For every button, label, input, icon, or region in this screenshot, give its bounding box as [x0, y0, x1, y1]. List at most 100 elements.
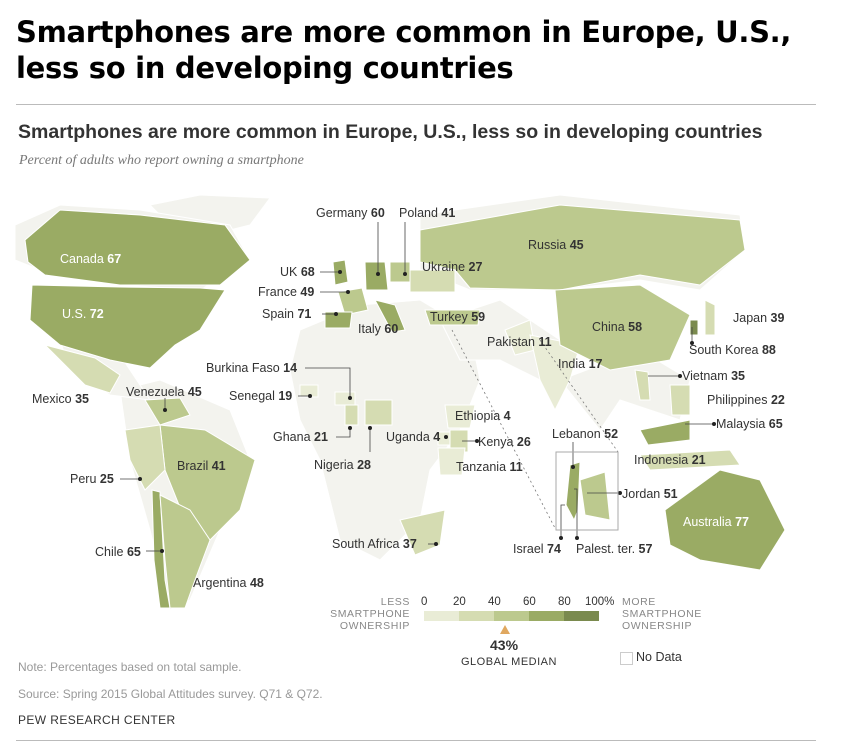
country-name: Germany — [316, 206, 371, 220]
legend-swatch-40-60 — [494, 611, 529, 621]
country-russia — [419, 204, 746, 291]
country-name: Kenya — [478, 435, 517, 449]
label-u-s: U.S. 72 — [62, 307, 104, 321]
label-palest-ter: Palest. ter. 57 — [576, 542, 652, 556]
label-senegal: Senegal 19 — [229, 389, 292, 403]
country-value: 28 — [357, 458, 371, 472]
label-france: France 49 — [258, 285, 314, 299]
country-name: India — [558, 357, 589, 371]
label-italy: Italy 60 — [358, 322, 398, 336]
leader-dot — [712, 422, 716, 426]
country-name: Senegal — [229, 389, 279, 403]
country-value: 59 — [471, 310, 486, 324]
label-venezuela: Venezuela 45 — [126, 385, 202, 399]
country-value: 68 — [300, 265, 315, 279]
country-germany — [364, 261, 389, 291]
label-indonesia: Indonesia 21 — [634, 453, 706, 467]
label-nigeria: Nigeria 28 — [314, 458, 371, 472]
country-name: Uganda — [386, 430, 434, 444]
leader-dot — [348, 426, 352, 430]
country-value: 17 — [588, 357, 603, 371]
country-value: 21 — [314, 430, 328, 444]
country-value: 26 — [516, 435, 531, 449]
country-value: 57 — [638, 542, 653, 556]
leader-line — [305, 367, 351, 398]
source: Source: Spring 2015 Global Attitudes sur… — [18, 687, 323, 701]
label-mexico: Mexico 35 — [32, 392, 89, 406]
country-name: Mexico — [32, 392, 76, 406]
country-south-korea — [689, 319, 699, 336]
country-value: 35 — [75, 392, 89, 406]
label-philippines: Philippines 22 — [707, 393, 785, 407]
country-value: 41 — [441, 206, 456, 220]
country-name: Jordan — [622, 487, 664, 501]
country-philippines — [669, 384, 691, 416]
country-value: 60 — [384, 322, 399, 336]
country-name: Turkey — [430, 310, 472, 324]
leader-dot — [138, 477, 142, 481]
legend-more-label: MORE SMARTPHONE OWNERSHIP — [622, 596, 702, 632]
leader-dot — [571, 465, 575, 469]
label-russia: Russia 45 — [528, 238, 584, 252]
country-value: 39 — [770, 311, 785, 325]
country-ghana — [344, 404, 359, 426]
leader-line — [336, 428, 351, 438]
legend-tick: 80 — [558, 596, 571, 608]
country-value: 71 — [297, 307, 312, 321]
label-china: China 58 — [592, 320, 642, 334]
no-data-label: No Data — [636, 650, 682, 664]
country-name: Malaysia — [716, 417, 769, 431]
country-canada — [24, 209, 251, 286]
country-value: 25 — [99, 472, 114, 486]
label-argentina: Argentina 48 — [193, 576, 264, 590]
label-poland: Poland 41 — [399, 206, 455, 220]
country-value: 21 — [691, 453, 706, 467]
leader-dot — [308, 394, 312, 398]
leader-dot — [434, 542, 438, 546]
label-japan: Japan 39 — [733, 311, 784, 325]
inset-jordan — [579, 471, 611, 521]
country-name: China — [592, 320, 629, 334]
leader-dot — [475, 439, 479, 443]
country-value: 72 — [89, 307, 104, 321]
label-south-korea: South Korea 88 — [689, 343, 776, 357]
legend-tick: 0 — [421, 596, 428, 608]
country-value: 58 — [628, 320, 643, 334]
country-name: Pakistan — [487, 335, 539, 349]
country-value: 37 — [402, 537, 417, 551]
country-ethiopia — [444, 404, 476, 429]
country-name: Lebanon — [552, 427, 605, 441]
country-name: Vietnam — [682, 369, 732, 383]
country-value: 11 — [538, 335, 552, 349]
page-title: Smartphones are more common in Europe, U… — [16, 15, 792, 85]
median-value: 43% — [490, 637, 519, 653]
label-uganda: Uganda 4 — [386, 430, 440, 444]
leader-dot — [368, 426, 372, 430]
label-ethiopia: Ethiopia 4 — [455, 409, 511, 423]
country-nigeria — [364, 399, 393, 426]
leader-dot — [559, 536, 563, 540]
country-name: Chile — [95, 545, 127, 559]
leader-dot — [160, 549, 164, 553]
country-name: Italy — [358, 322, 385, 336]
leader-line — [560, 504, 565, 538]
country-value: 22 — [770, 393, 785, 407]
label-jordan: Jordan 51 — [622, 487, 678, 501]
country-argentina — [159, 494, 211, 609]
country-value: 19 — [278, 389, 293, 403]
country-value: 4 — [503, 409, 511, 423]
country-value: 77 — [735, 515, 750, 529]
country-peru — [124, 424, 166, 491]
label-lebanon: Lebanon 52 — [552, 427, 618, 441]
divider — [16, 104, 816, 105]
country-value: 88 — [761, 343, 776, 357]
leader-dot — [575, 536, 579, 540]
country-value: 45 — [569, 238, 584, 252]
country-poland — [389, 261, 411, 283]
divider — [16, 740, 816, 741]
country-spain — [324, 311, 353, 329]
credit: PEW RESEARCH CENTER — [18, 713, 176, 727]
country-name: Ukraine — [422, 260, 469, 274]
label-ukraine: Ukraine 27 — [422, 260, 482, 274]
